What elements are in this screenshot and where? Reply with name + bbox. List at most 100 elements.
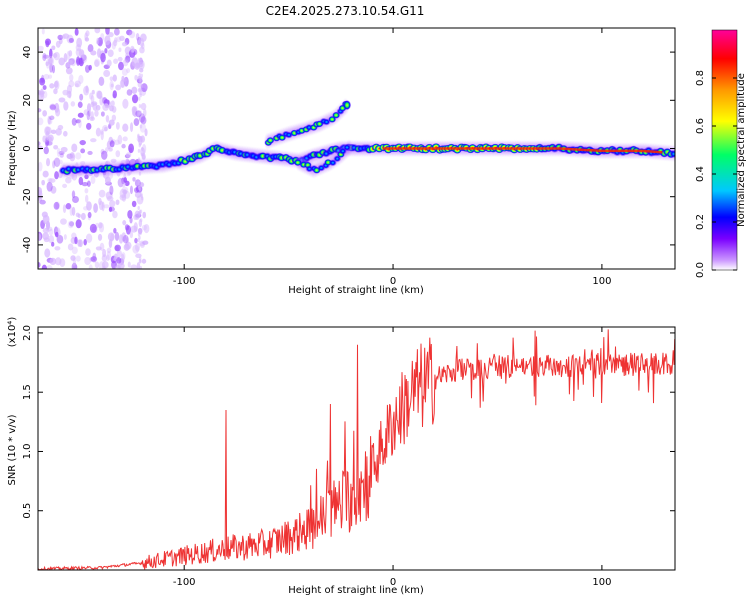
spectrogram-noise-mark [63, 130, 68, 137]
spectrogram-noise-mark [138, 259, 142, 264]
spectrogram-noise-mark [98, 222, 105, 233]
spectrogram-noise-mark [49, 103, 57, 110]
spectrogram-noise-mark [108, 206, 113, 213]
spectrogram-noise-mark [74, 236, 78, 245]
spectrogram-noise-mark [54, 231, 59, 238]
spectrogram-noise-mark [114, 231, 120, 241]
spectrogram-noise-mark [112, 90, 117, 99]
spectrogram-noise-mark [139, 91, 142, 96]
spectrogram-noise-mark [78, 118, 82, 129]
snr-x-tick-label: -100 [173, 577, 196, 588]
spectrogram-noise-mark [114, 139, 120, 146]
spectrogram-noise-mark [58, 57, 66, 66]
spectrogram-noise-mark [104, 35, 111, 46]
spectrogram-noise-mark [94, 59, 100, 67]
spectrogram-noise-mark [91, 89, 95, 95]
snr-x-tick-label: 100 [592, 577, 611, 588]
snr-x-axis-label: Height of straight line (km) [288, 585, 424, 596]
colorbar-tick-label: 0.8 [695, 70, 706, 86]
spectrogram-noise-mark [118, 47, 122, 52]
spectrogram-noise-mark [67, 59, 73, 65]
spectrogram-noise-mark [138, 240, 146, 247]
spectrogram-y-tick-label: 20 [22, 94, 33, 107]
snr-series-line [38, 329, 675, 570]
spectrogram-noise-mark [42, 214, 50, 225]
spectrogram-noise-mark [43, 237, 50, 243]
snr-y-axis-label: SNR (10 * v/v) [7, 414, 18, 485]
spectrogram-noise-mark [126, 29, 133, 36]
spectrogram-noise-mark [112, 74, 117, 82]
spectrogram-noise-mark [71, 143, 78, 153]
colorbar: 0.0 0.2 0.4 0.6 0.8 Normalized spectral ampl… [695, 29, 747, 278]
spectrogram-noise-mark [115, 121, 120, 130]
spectrogram-noise-mark [47, 74, 53, 79]
spectrogram-noise-mark [140, 218, 143, 223]
spectrogram-noise-mark [116, 249, 123, 258]
spectrogram-noise-mark [77, 239, 82, 247]
spectrogram-noise-mark [109, 200, 116, 208]
spectrogram-noise-mark [134, 237, 138, 244]
spectrogram-noise-mark [131, 57, 139, 67]
snr-y-tick-label: 1.0 [22, 444, 33, 460]
colorbar-ticks: 0.0 0.2 0.4 0.6 0.8 [695, 70, 737, 278]
spectrogram-noise-mark [136, 262, 141, 269]
spectrogram-noise-mark [100, 52, 106, 63]
spectrogram-noise-mark [117, 56, 123, 62]
spectrogram-noise-mark [70, 255, 76, 261]
spectrogram-noise-mark [75, 255, 81, 262]
spectrogram-noise-mark [41, 74, 45, 83]
spectrogram-noise-mark [129, 122, 134, 133]
spectrogram-noise-mark [139, 37, 145, 48]
spectrogram-noise-mark [57, 124, 64, 131]
spectrogram-noise-mark [69, 153, 76, 162]
spectrogram-noise-mark [87, 150, 93, 156]
spectrogram-noise-mark [74, 28, 79, 36]
spectrogram-noise-mark [47, 134, 54, 142]
spectrogram-noise-mark [57, 34, 64, 41]
spectrogram-noise-mark [90, 50, 97, 56]
spectrogram-noise-mark [84, 188, 89, 194]
spectrogram-noise-mark [72, 196, 79, 204]
spectrogram-noise-mark [49, 104, 57, 111]
spectrogram-noise-mark [54, 246, 61, 251]
spectrogram-noise-mark [109, 140, 115, 148]
spectrogram-ridge-mark [669, 149, 675, 158]
spectrogram-noise-mark [65, 203, 72, 210]
spectrogram-noise-mark [116, 257, 122, 264]
spectrogram-noise-mark [142, 240, 149, 245]
spectrogram-noise-mark [135, 242, 140, 252]
spectrogram-noise-mark [68, 50, 73, 57]
spectrogram-noise-mark [88, 264, 93, 269]
spectrogram-noise-mark [109, 76, 114, 82]
spectrogram-x-axis: -100 0 100 [173, 28, 611, 287]
spectrogram-noise-mark [53, 81, 59, 88]
spectrogram-noise-mark [45, 226, 53, 232]
spectrogram-noise-mark [142, 144, 147, 154]
spectrogram-noise-mark [86, 103, 92, 113]
spectrogram-noise-mark [141, 258, 147, 264]
spectrogram-noise-mark [143, 223, 150, 234]
spectrogram-noise-mark [60, 146, 68, 153]
spectrogram-noise-mark [121, 75, 125, 82]
spectrogram-noise-mark [52, 160, 56, 169]
spectrogram-noise-mark [66, 50, 71, 61]
spectrogram-noise-mark [137, 232, 141, 237]
spectrogram-noise-mark [134, 187, 140, 193]
spectrogram-noise-mark [131, 105, 138, 114]
spectrogram-noise-mark [48, 178, 56, 183]
spectrogram-noise-mark [103, 69, 111, 78]
spectrogram-noise-mark [103, 204, 110, 209]
spectrogram-noise-mark [129, 216, 133, 224]
spectrogram-noise-mark [42, 53, 47, 62]
spectrogram-noise-mark [113, 39, 118, 47]
spectrogram-noise-mark [95, 104, 101, 111]
spectrogram-noise-mark [78, 74, 84, 84]
spectrogram-noise-mark [104, 47, 108, 54]
spectrogram-noise-mark [45, 61, 49, 67]
spectrogram-noise-mark [49, 115, 55, 120]
spectrogram-noise-mark [122, 220, 127, 226]
spectrogram-noise-mark [125, 55, 131, 63]
spectrogram-noise-mark [129, 30, 136, 39]
spectrogram-noise-mark [106, 250, 112, 261]
